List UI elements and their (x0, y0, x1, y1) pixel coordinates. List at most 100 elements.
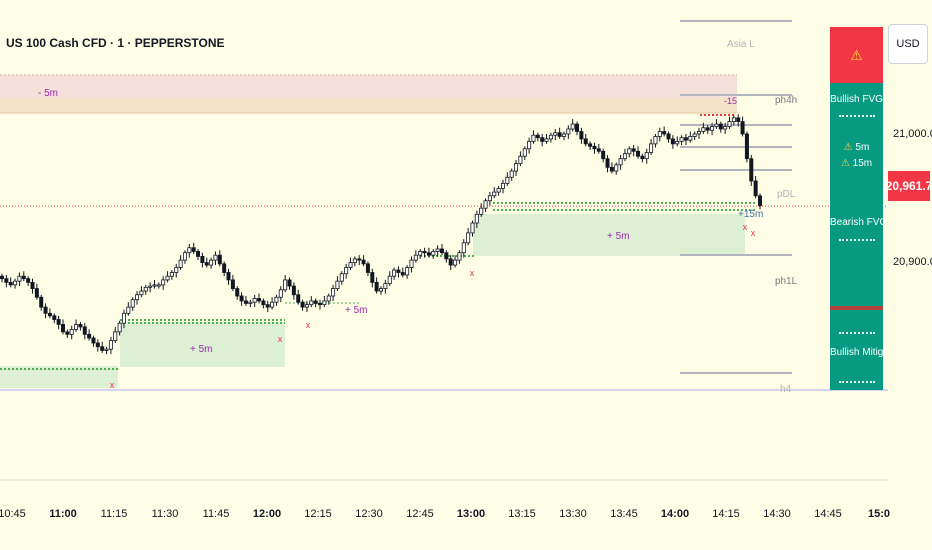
candle-body (370, 272, 375, 283)
candle-body (130, 299, 135, 308)
candle-body (470, 222, 475, 234)
candle-body (736, 117, 741, 122)
swing-marker: x (110, 380, 115, 390)
fvg-label: + 5m (345, 305, 368, 316)
candle-body (278, 289, 283, 298)
candle-body (439, 248, 444, 254)
candle-body (627, 148, 632, 155)
candle-body (500, 183, 505, 189)
tf-15m-row: ⚠ 15m (830, 158, 883, 169)
current-price-tag: 20,961.7 (886, 171, 932, 201)
candle-body (313, 300, 318, 304)
candle-body (688, 136, 693, 141)
candle-body (422, 251, 427, 254)
candle-body (653, 136, 658, 145)
candle-body (692, 133, 697, 137)
level-label-ph1l: ph1L (775, 276, 798, 287)
candle-body (400, 272, 405, 276)
candle-body (291, 285, 296, 296)
candle-body (91, 337, 96, 344)
candle-body (527, 140, 532, 150)
candle-body (474, 213, 479, 224)
panel-divider (839, 332, 875, 334)
candle-body (322, 300, 327, 306)
x-tick-label: 13:30 (559, 508, 587, 520)
candle-body (457, 252, 462, 261)
candle-body (287, 279, 292, 287)
x-tick-label: 11:30 (151, 508, 179, 520)
candle-body (657, 131, 662, 137)
candle-body (331, 288, 336, 297)
candle-body (8, 281, 13, 286)
x-tick-label: 15:0 (867, 508, 891, 520)
candle-body (161, 279, 166, 286)
currency-button[interactable]: USD (888, 24, 928, 64)
candle-body (683, 137, 688, 141)
candle-body (156, 284, 161, 287)
x-tick-label: 13:45 (610, 508, 638, 520)
candle-body (326, 295, 331, 302)
candle-body (701, 127, 706, 132)
candle-body (670, 138, 675, 145)
candle-body (283, 279, 288, 291)
candle-body (113, 331, 118, 341)
candle-body (723, 126, 728, 130)
fvg-label: -15 (724, 96, 737, 106)
candle-body (540, 137, 545, 142)
tf-5m-label: 5m (855, 142, 870, 153)
candle-body (553, 132, 558, 136)
x-tick-label: 14:45 (814, 508, 842, 520)
candle-body (4, 278, 9, 283)
candle-body (270, 301, 275, 308)
candle-body (426, 252, 431, 256)
candle-body (396, 269, 401, 273)
candle-body (727, 121, 732, 127)
candle-body (531, 134, 536, 142)
candle-body (714, 123, 719, 127)
candle-body (583, 138, 588, 145)
x-tick-label: 12:15 (304, 508, 332, 520)
candle-body (0, 275, 4, 280)
candle-body (178, 259, 183, 268)
candle-body (466, 232, 471, 244)
candle-body (296, 294, 301, 303)
candle-body (561, 133, 566, 137)
candle-body (217, 254, 222, 265)
swing-marker: x (743, 222, 748, 232)
candle-body (413, 254, 418, 261)
bullish-fvg-zone (120, 322, 285, 367)
x-tick-label: 11:15 (100, 508, 128, 520)
candle-body (182, 252, 187, 261)
candle-body (252, 298, 257, 303)
candle-body (718, 123, 723, 130)
candle-body (239, 295, 244, 302)
candle-body (496, 187, 501, 193)
candle-body (361, 259, 366, 265)
candle-body (614, 164, 619, 172)
warning-icon: ⚠ (850, 46, 863, 63)
candle-body (566, 128, 571, 135)
x-tick-label: 13:15 (508, 508, 536, 520)
candle-body (95, 342, 100, 348)
candle-body (758, 195, 763, 207)
level-label-asia: Asia L (727, 39, 755, 50)
candle-body (374, 281, 379, 292)
candle-body (300, 301, 305, 308)
x-tick-label: 14:00 (660, 508, 690, 520)
candle-body (78, 324, 83, 328)
candle-body (257, 298, 262, 302)
fvg-label: +15m (738, 209, 763, 220)
swing-marker: x (306, 320, 311, 330)
x-tick-label: 11:00 (49, 508, 77, 520)
candle-body (675, 140, 680, 145)
level-label-pdl: pDL (777, 189, 796, 200)
premium-zone (0, 75, 737, 98)
candle-body (592, 145, 597, 150)
bullish-fvg-label: Bullish FVG (830, 94, 883, 105)
candle-body (304, 304, 309, 308)
bearish-fvg-label: Bearish FVG (830, 217, 888, 228)
candle-body (17, 275, 22, 282)
candle-body (640, 155, 645, 160)
